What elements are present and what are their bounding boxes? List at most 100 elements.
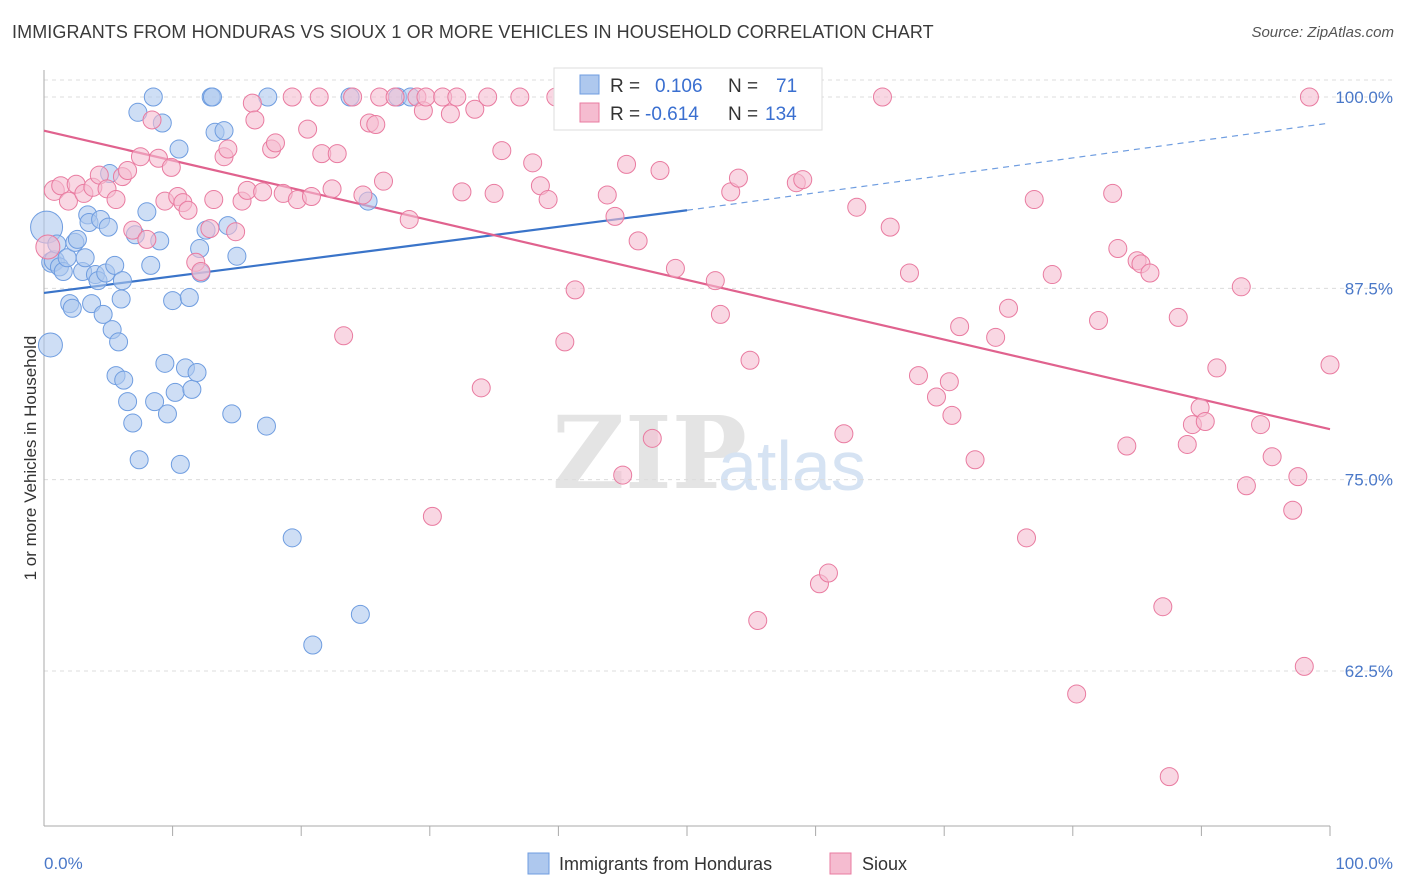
trend-lines	[43, 122, 1331, 431]
chart-title: IMMIGRANTS FROM HONDURAS VS SIOUX 1 OR M…	[12, 22, 934, 42]
point-honduras-42	[155, 353, 175, 373]
point-honduras-27	[109, 332, 129, 352]
watermark: ZIP atlas	[552, 394, 866, 512]
point-sioux-63	[471, 378, 491, 398]
point-honduras-62	[256, 416, 276, 436]
point-sioux-107	[1017, 528, 1037, 548]
point-sioux-70	[538, 190, 558, 210]
x-tick-label-0: 0.0%	[44, 854, 83, 873]
y-tick-labels: 100.0% 87.5% 75.0% 62.5%	[1335, 88, 1393, 681]
point-sioux-73	[565, 280, 585, 300]
point-sioux-76	[605, 206, 625, 226]
point-sioux-85	[710, 304, 730, 324]
point-sioux-11	[118, 160, 138, 180]
axes	[43, 70, 1331, 836]
point-honduras-35	[129, 450, 149, 470]
point-sioux-72	[555, 332, 575, 352]
data-points	[30, 87, 1340, 787]
point-sioux-51	[374, 171, 394, 191]
point-sioux-28	[226, 222, 246, 242]
point-honduras-37	[141, 255, 161, 275]
point-sioux-47	[353, 185, 373, 205]
point-sioux-0	[35, 234, 61, 260]
point-sioux-61	[452, 182, 472, 202]
y-axis-title: 1 or more Vehicles in Household	[21, 336, 40, 581]
point-sioux-75	[597, 185, 617, 205]
point-sioux-40	[301, 186, 321, 206]
point-sioux-57	[422, 506, 442, 526]
trend-line-sioux	[43, 129, 1331, 431]
legend: Immigrants from Honduras Sioux	[527, 852, 907, 875]
point-honduras-30	[114, 370, 134, 390]
stats-r-value-honduras: 0.106	[655, 76, 703, 97]
point-honduras-22	[98, 217, 118, 237]
stats-box: R = 0.106 N = 71 R = -0.614 N = 134	[553, 67, 823, 131]
point-sioux-41	[309, 87, 329, 107]
point-sioux-104	[965, 450, 985, 470]
stats-swatch-sioux	[579, 102, 600, 123]
x-tick-labels: 0.0% 100.0%	[44, 854, 1393, 873]
point-honduras-38	[143, 87, 163, 107]
point-honduras-32	[123, 413, 143, 433]
point-honduras-9	[62, 298, 82, 318]
point-sioux-33	[253, 182, 273, 202]
trend-line-honduras-extension	[686, 122, 1331, 211]
stats-r-label-sioux: R =	[610, 104, 640, 125]
point-sioux-16	[148, 148, 168, 168]
point-sioux-103	[950, 317, 970, 337]
point-honduras-45	[165, 382, 185, 402]
point-sioux-124	[1207, 358, 1227, 378]
point-sioux-60	[447, 87, 467, 107]
point-sioux-44	[327, 144, 347, 164]
point-sioux-67	[510, 87, 530, 107]
point-sioux-84	[705, 271, 725, 291]
point-sioux-39	[298, 119, 318, 139]
point-honduras-13	[75, 248, 95, 268]
point-honduras-49	[179, 288, 199, 308]
point-sioux-108	[1024, 190, 1044, 210]
grid-lines	[44, 79, 1392, 672]
point-sioux-53	[399, 209, 419, 229]
point-sioux-98	[899, 263, 919, 283]
point-sioux-14	[137, 229, 157, 249]
point-sioux-110	[1067, 684, 1087, 704]
point-sioux-23	[191, 261, 211, 281]
trend-line-honduras	[43, 209, 688, 295]
legend-label-sioux: Sioux	[862, 854, 907, 874]
legend-swatch-honduras	[527, 852, 550, 875]
point-honduras-56	[202, 87, 222, 107]
stats-n-label-sioux: N =	[728, 104, 758, 125]
point-sioux-117	[1140, 263, 1160, 283]
point-sioux-105	[986, 327, 1006, 347]
point-honduras-61	[227, 246, 247, 266]
y-tick-label-1: 87.5%	[1345, 279, 1393, 298]
point-sioux-113	[1108, 239, 1128, 259]
point-sioux-77	[613, 465, 633, 485]
point-sioux-80	[642, 428, 662, 448]
stats-n-value-honduras: 71	[776, 76, 797, 97]
point-sioux-97	[880, 217, 900, 237]
point-honduras-60	[222, 404, 242, 424]
point-honduras-51	[187, 363, 207, 383]
point-honduras-68	[350, 604, 370, 624]
point-sioux-59	[440, 104, 460, 124]
legend-swatch-sioux	[829, 852, 852, 875]
point-honduras-50	[182, 379, 202, 399]
point-sioux-128	[1262, 447, 1282, 467]
point-sioux-21	[178, 200, 198, 220]
stats-r-label-honduras: R =	[610, 76, 640, 97]
point-sioux-114	[1117, 436, 1137, 456]
point-honduras-65	[303, 635, 323, 655]
point-sioux-94	[834, 424, 854, 444]
point-honduras-39	[145, 392, 165, 412]
point-sioux-62	[465, 99, 485, 119]
point-sioux-126	[1236, 476, 1256, 496]
point-honduras-64	[282, 528, 302, 548]
point-sioux-106	[999, 298, 1018, 318]
point-honduras-46	[169, 139, 189, 159]
point-sioux-32	[245, 110, 265, 130]
point-sioux-35	[265, 133, 285, 153]
point-sioux-18	[161, 157, 181, 177]
point-sioux-120	[1177, 434, 1197, 454]
point-sioux-66	[492, 141, 512, 161]
